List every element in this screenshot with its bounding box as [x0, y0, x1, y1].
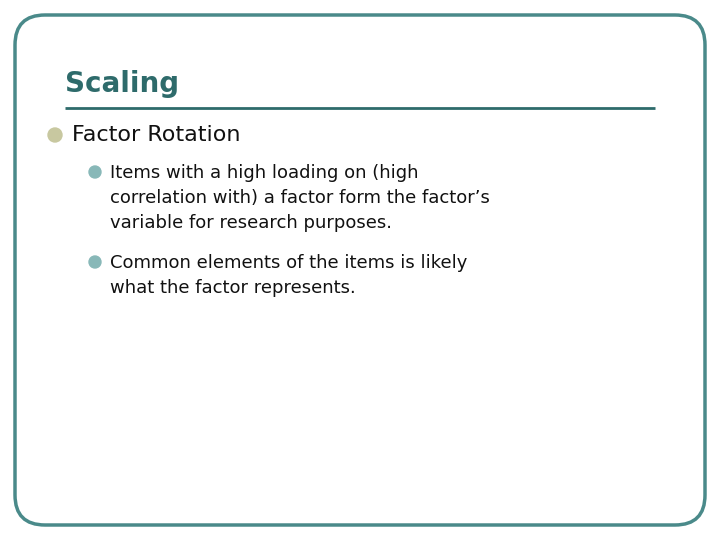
Circle shape — [48, 128, 62, 142]
Text: Common elements of the items is likely
what the factor represents.: Common elements of the items is likely w… — [110, 254, 467, 297]
Text: Factor Rotation: Factor Rotation — [72, 125, 240, 145]
Circle shape — [89, 166, 101, 178]
Circle shape — [89, 256, 101, 268]
Text: Items with a high loading on (high
correlation with) a factor form the factor’s
: Items with a high loading on (high corre… — [110, 164, 490, 232]
FancyBboxPatch shape — [15, 15, 705, 525]
Text: Scaling: Scaling — [65, 70, 179, 98]
